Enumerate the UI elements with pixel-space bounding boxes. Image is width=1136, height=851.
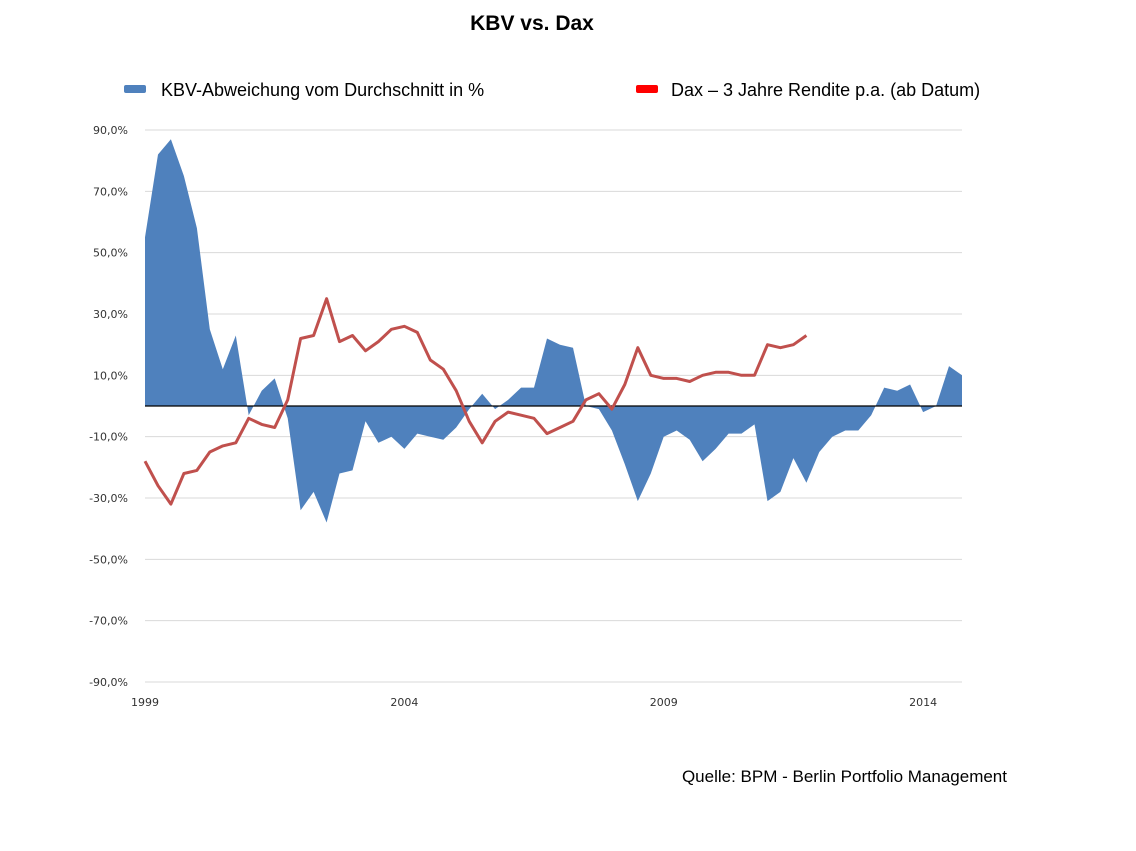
y-axis-ticks: 90,0% 70,0% 50,0% 30,0% 10,0% -10,0% -30,0% -50…	[89, 124, 128, 689]
legend: KBV-Abweichung vom Durchschnitt in % Dax…	[124, 80, 980, 100]
kbv-area-series	[145, 139, 962, 523]
y-tick-label: 90,0%	[93, 124, 128, 137]
y-tick-label: 30,0%	[93, 308, 128, 321]
x-tick-label: 2009	[650, 696, 678, 709]
y-tick-label: 10,0%	[93, 369, 128, 382]
y-tick-label: -50,0%	[89, 553, 128, 566]
legend-swatch-kbv	[124, 85, 146, 93]
y-tick-label: -30,0%	[89, 492, 128, 505]
x-axis-ticks: 1999 2004 2009 2014	[131, 696, 937, 709]
legend-label-dax: Dax – 3 Jahre Rendite p.a. (ab Datum)	[671, 80, 980, 100]
y-tick-label: -10,0%	[89, 431, 128, 444]
x-tick-label: 1999	[131, 696, 159, 709]
kbv-area	[145, 139, 962, 523]
dax-line	[143, 297, 808, 506]
x-tick-label: 2014	[909, 696, 937, 709]
x-tick-label: 2004	[390, 696, 418, 709]
dax-line-series	[143, 297, 808, 506]
y-tick-label: -90,0%	[89, 676, 128, 689]
chart-title: KBV vs. Dax	[470, 12, 594, 35]
y-tick-label: -70,0%	[89, 615, 128, 628]
source-note: Quelle: BPM - Berlin Portfolio Managemen…	[682, 767, 1007, 786]
y-tick-label: 50,0%	[93, 247, 128, 260]
legend-swatch-dax	[636, 85, 658, 93]
legend-label-kbv: KBV-Abweichung vom Durchschnitt in %	[161, 80, 484, 100]
y-tick-label: 70,0%	[93, 185, 128, 198]
